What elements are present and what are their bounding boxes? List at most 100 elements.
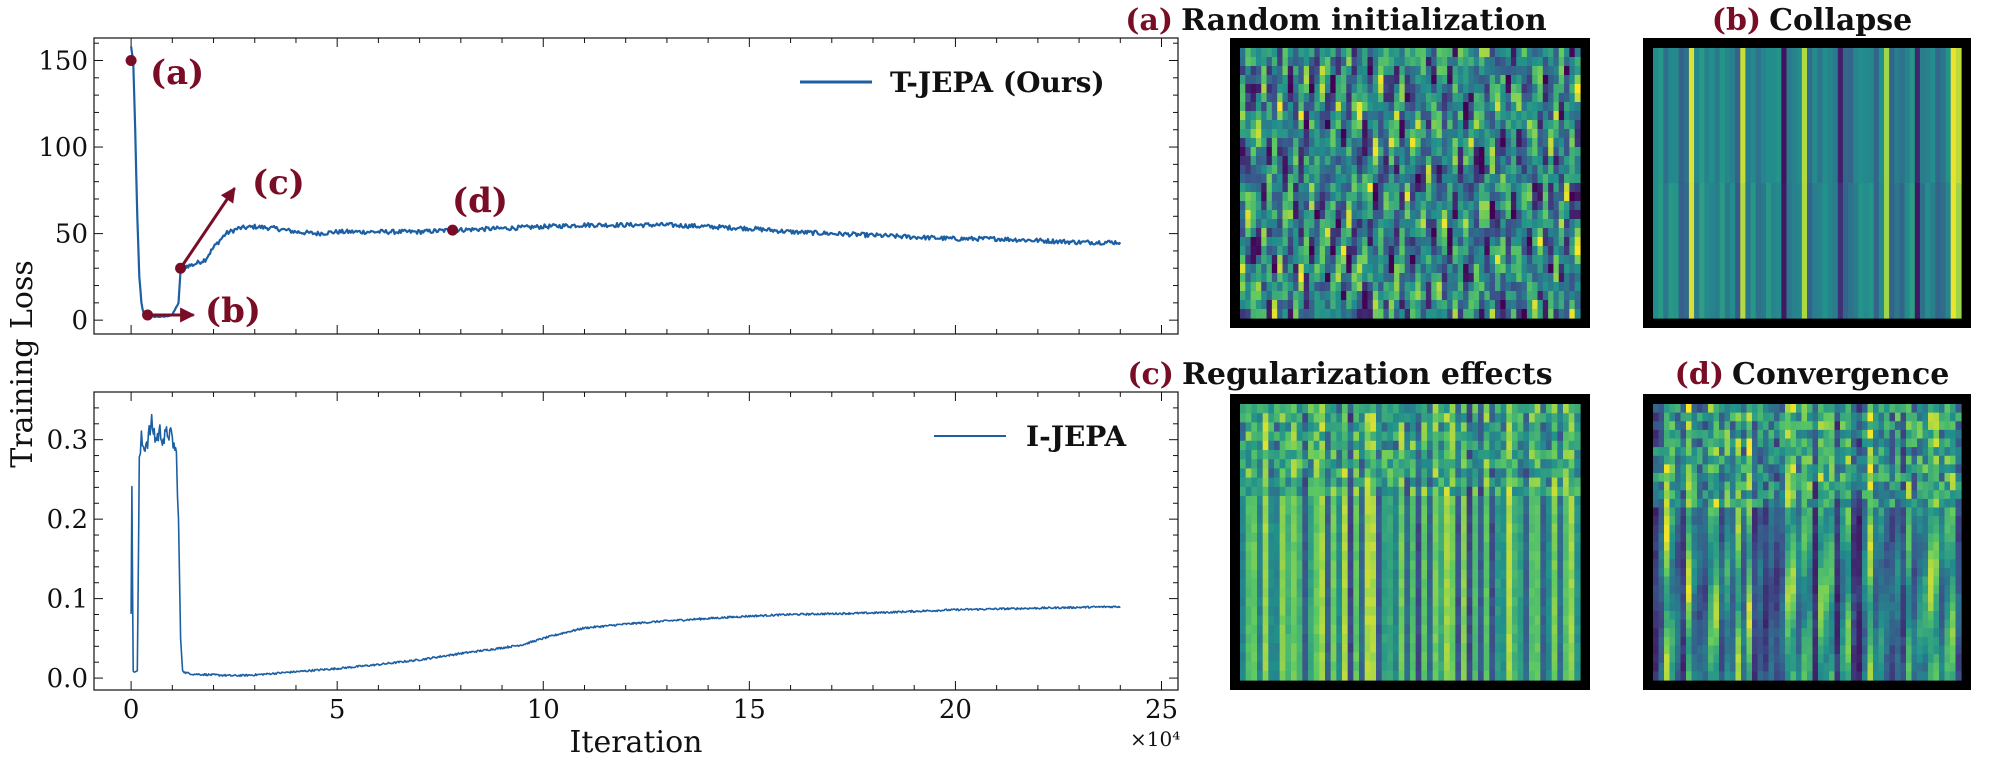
heatmap-cell	[1563, 431, 1570, 442]
heatmap-cell	[1774, 559, 1781, 569]
heatmap-cell	[1675, 447, 1682, 457]
heatmap-cell	[1774, 455, 1781, 465]
heatmap-cell	[1537, 246, 1544, 256]
heatmap-cell	[1262, 440, 1269, 451]
heatmap-cell	[1574, 183, 1581, 193]
heatmap-cell	[1436, 120, 1443, 130]
heatmap-cell	[1274, 670, 1281, 681]
heatmap-cell	[1735, 542, 1742, 552]
heatmap-cell	[1404, 255, 1411, 265]
heatmap-cell	[1441, 291, 1448, 301]
heatmap-cell	[1863, 48, 1870, 184]
heatmap-cell	[1500, 138, 1507, 148]
heatmap-cell	[1340, 291, 1347, 301]
heatmap-cell	[1378, 138, 1385, 148]
heatmap-cell	[1484, 273, 1491, 283]
bottom-loss-plot: 0.0 0.1 0.2 0.3 0 5 10 15 20 25 ×10⁴ I-J…	[47, 391, 1180, 751]
heatmap-cell	[1257, 652, 1264, 663]
heatmap-cell	[1398, 413, 1405, 423]
heatmap-cell	[1542, 255, 1549, 265]
heatmap-cell	[1548, 111, 1555, 121]
heatmap-cell	[1277, 138, 1284, 148]
heatmap-cell	[1372, 129, 1379, 139]
heatmap-cell	[1558, 201, 1565, 211]
heatmap-cell	[1741, 671, 1748, 681]
heatmap-cell	[1537, 138, 1544, 148]
heatmap-cell	[1325, 523, 1332, 534]
heatmap-cell	[1457, 201, 1464, 211]
heatmap-cell	[1542, 228, 1549, 238]
heatmap-cell	[1478, 496, 1485, 506]
heatmap-cell	[1282, 192, 1289, 202]
heatmap-cell	[1483, 597, 1490, 607]
heatmap-cell	[1529, 532, 1536, 543]
heatmap-cell	[1438, 404, 1445, 414]
heatmap-cell	[1461, 459, 1468, 469]
heatmap-cell	[1449, 523, 1456, 534]
heatmap-cell	[1735, 412, 1742, 422]
heatmap-cell	[1325, 615, 1332, 626]
heatmap-cell	[1534, 413, 1541, 423]
heatmap-cell	[1483, 468, 1490, 479]
heatmap-cell	[1298, 66, 1305, 76]
heatmap-cell	[1298, 282, 1305, 292]
heatmap-cell	[1484, 102, 1491, 112]
heatmap-cell	[1763, 490, 1770, 500]
heatmap-cell	[1421, 431, 1428, 442]
heatmap-cell	[1251, 542, 1258, 552]
heatmap-cell	[1421, 588, 1428, 598]
heatmap-cell	[1325, 459, 1332, 469]
heatmap-cell	[1362, 57, 1369, 67]
heatmap-cell	[1466, 643, 1473, 653]
heatmap-cell	[1330, 174, 1337, 184]
heatmap-cell	[1558, 111, 1565, 121]
heatmap-cell	[1697, 473, 1704, 483]
heatmap-cell	[1415, 431, 1422, 442]
bottom-legend: I-JEPA	[934, 420, 1127, 453]
heatmap-cell	[1370, 431, 1377, 442]
heatmap-cell	[1415, 468, 1422, 479]
heatmap-cell	[1537, 93, 1544, 103]
heatmap-cell	[1261, 228, 1268, 238]
annotation-c: (c)	[252, 163, 305, 203]
heatmap-cell	[1314, 183, 1321, 193]
heatmap-cell	[1314, 57, 1321, 67]
heatmap-cell	[1296, 404, 1303, 414]
heatmap-cell	[1752, 550, 1759, 560]
heatmap-cell	[1889, 183, 1895, 319]
heatmap-cell	[1291, 532, 1298, 543]
heatmap-cell	[1245, 486, 1252, 497]
heatmap-cell	[1383, 111, 1390, 121]
heatmap-cell	[1796, 481, 1803, 491]
heatmap-cell	[1378, 219, 1385, 229]
heatmap-cell	[1372, 183, 1379, 193]
heatmap-cell	[1432, 532, 1439, 543]
heatmap-cell	[1680, 628, 1687, 638]
heatmap-cell	[1768, 559, 1775, 569]
heatmap-cell	[1293, 201, 1300, 211]
heatmap-cell	[1340, 120, 1347, 130]
heatmap-cell	[1669, 447, 1676, 457]
heatmap-cell	[1563, 486, 1570, 497]
heatmap-cell	[1441, 210, 1448, 220]
heatmap-cell	[1415, 523, 1422, 534]
heatmap-cell	[1479, 291, 1485, 301]
heatmap-cell	[1415, 174, 1422, 184]
heatmap-cell	[1569, 264, 1576, 274]
heatmap-cell	[1763, 464, 1770, 474]
heatmap-cell	[1801, 498, 1808, 509]
heatmap-cell	[1303, 237, 1310, 247]
heatmap-cell	[1479, 138, 1485, 148]
heatmap-cell	[1381, 440, 1388, 451]
heatmap-cell	[1251, 523, 1258, 534]
y-tick-label: 0	[71, 306, 88, 336]
heatmap-cell	[1537, 210, 1544, 220]
heatmap-cell	[1468, 66, 1475, 76]
heatmap-cell	[1415, 237, 1422, 247]
heatmap-cell	[1489, 291, 1496, 301]
heatmap-cell	[1523, 477, 1530, 488]
heatmap-cell	[1447, 201, 1454, 211]
heatmap-cell	[1257, 624, 1264, 635]
heatmap-cell	[1669, 412, 1676, 422]
heatmap-cell	[1574, 459, 1581, 469]
